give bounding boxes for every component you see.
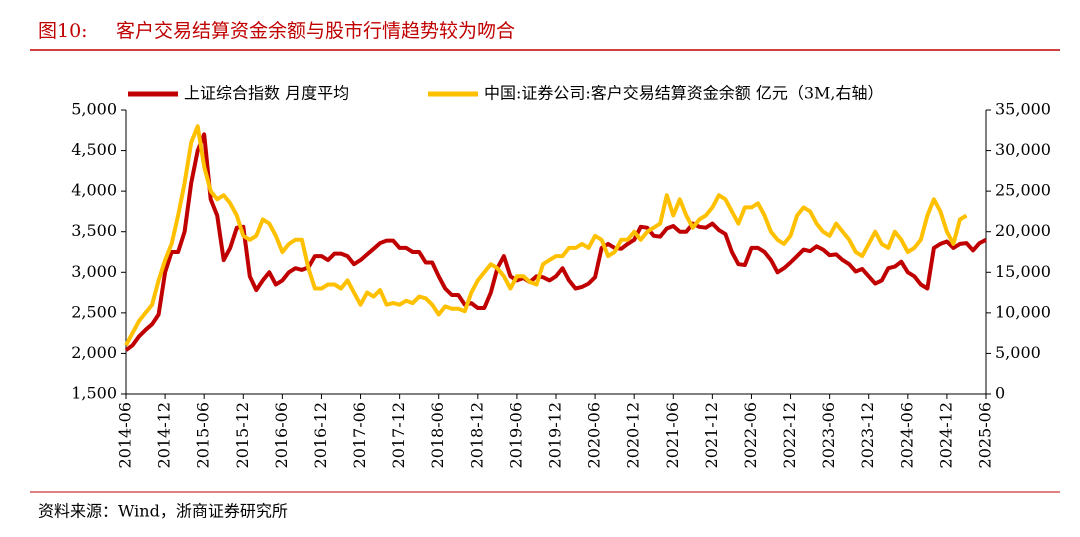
x-tick-label: 2019-06 <box>506 402 525 468</box>
x-tick-label: 2024-06 <box>897 402 916 468</box>
figure-label: 图10: <box>38 20 88 42</box>
x-tick-label: 2021-12 <box>702 402 721 468</box>
x-tick-label: 2016-06 <box>272 402 291 468</box>
y2-tick-label: 30,000 <box>995 140 1051 159</box>
y2-tick-label: 15,000 <box>995 262 1051 281</box>
chart-title: 客户交易结算资金余额与股市行情趋势较为吻合 <box>116 20 515 42</box>
x-tick-label: 2020-12 <box>624 402 643 468</box>
y-tick-label: 2,000 <box>71 343 117 362</box>
x-tick-label: 2017-12 <box>389 402 408 468</box>
y-tick-label: 5,000 <box>71 100 117 119</box>
legend-label: 上证综合指数 月度平均 <box>184 84 349 103</box>
x-tick-label: 2022-12 <box>780 402 799 468</box>
y2-tick-label: 35,000 <box>995 100 1051 119</box>
x-tick-label: 2024-12 <box>936 402 955 468</box>
source-note: 资料来源：Wind，浙商证券研究所 <box>38 502 288 521</box>
series-line <box>124 132 987 352</box>
y-tick-label: 3,000 <box>71 262 117 281</box>
legend-label: 中国:证券公司:客户交易结算资金余额 亿元（3M,右轴） <box>484 84 884 103</box>
y2-tick-label: 0 <box>995 384 1005 403</box>
x-tick-label: 2023-12 <box>858 402 877 468</box>
x-tick-label: 2021-06 <box>663 402 682 468</box>
x-tick-label: 2025-06 <box>976 402 995 468</box>
y-tick-label: 4,500 <box>71 140 117 159</box>
x-tick-label: 2015-12 <box>233 402 252 468</box>
y2-tick-label: 10,000 <box>995 302 1051 321</box>
x-tick-label: 2014-12 <box>155 402 174 468</box>
x-tick-label: 2023-06 <box>819 402 838 468</box>
y-tick-label: 3,500 <box>71 221 117 240</box>
y-tick-label: 2,500 <box>71 302 117 321</box>
y2-tick-label: 5,000 <box>995 343 1041 362</box>
x-tick-label: 2017-06 <box>350 402 369 468</box>
x-tick-label: 2022-06 <box>741 402 760 468</box>
x-tick-label: 2015-06 <box>194 402 213 468</box>
series-line <box>124 124 968 347</box>
x-tick-label: 2014-06 <box>116 402 135 468</box>
x-tick-label: 2018-06 <box>428 402 447 468</box>
x-tick-label: 2019-12 <box>546 402 565 468</box>
x-tick-label: 2018-12 <box>467 402 486 468</box>
x-tick-label: 2020-06 <box>585 402 604 468</box>
y-tick-label: 1,500 <box>71 384 117 403</box>
y2-tick-label: 20,000 <box>995 221 1051 240</box>
x-tick-label: 2016-12 <box>311 402 330 468</box>
y-tick-label: 4,000 <box>71 181 117 200</box>
y2-tick-label: 25,000 <box>995 181 1051 200</box>
